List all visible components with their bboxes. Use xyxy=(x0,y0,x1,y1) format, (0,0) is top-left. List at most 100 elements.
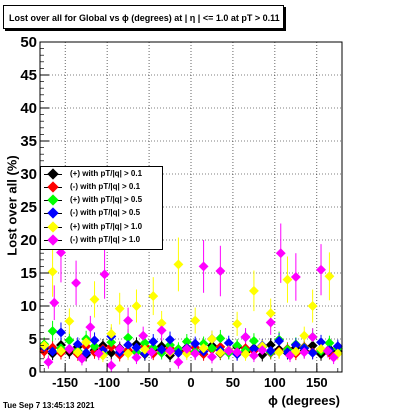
data-point xyxy=(207,334,217,344)
x-tick-label: -150 xyxy=(52,375,78,390)
data-point xyxy=(316,337,326,348)
legend-label: (-) with pT/|q| > 1.0 xyxy=(70,235,141,244)
x-tick-label: 150 xyxy=(306,375,328,390)
legend-entry: (+) with pT/|q| > 0.5 xyxy=(41,194,164,207)
data-point xyxy=(173,259,184,270)
data-point xyxy=(290,339,301,350)
data-point xyxy=(274,347,285,358)
data-point xyxy=(285,350,295,361)
legend-marker xyxy=(47,168,59,180)
y-tick-label: 10 xyxy=(20,298,37,315)
data-point xyxy=(47,266,58,277)
data-point xyxy=(123,332,134,343)
data-point xyxy=(257,345,268,356)
data-point xyxy=(240,332,251,342)
data-point xyxy=(265,345,276,356)
data-point xyxy=(328,352,339,363)
legend-marker xyxy=(47,221,59,233)
data-point xyxy=(307,301,318,311)
data-point xyxy=(89,335,100,346)
data-points xyxy=(39,247,343,371)
data-point xyxy=(165,339,175,350)
data-point xyxy=(123,339,134,350)
data-point xyxy=(190,315,201,326)
data-point xyxy=(43,357,54,368)
data-point xyxy=(181,336,192,347)
data-point xyxy=(248,285,259,296)
data-point xyxy=(316,264,326,275)
legend-entry: (-) with pT/|q| > 1.0 xyxy=(41,234,164,247)
data-point xyxy=(248,336,259,346)
y-axis-label: Lost over all (%) xyxy=(4,155,20,256)
data-point xyxy=(332,341,343,352)
data-point xyxy=(165,334,175,345)
data-point xyxy=(165,345,175,356)
legend-entry: (-) with pT/|q| > 0.5 xyxy=(41,207,164,220)
data-point xyxy=(307,340,318,351)
data-point xyxy=(85,322,96,333)
legend-label: (-) with pT/|q| > 0.5 xyxy=(70,208,141,217)
data-point xyxy=(139,338,150,348)
data-point xyxy=(207,343,217,354)
data-point xyxy=(248,350,259,361)
data-point xyxy=(106,360,117,371)
chart-title: Lost over all for Global vs ϕ (degrees) … xyxy=(9,13,280,23)
data-point xyxy=(275,248,286,259)
data-point xyxy=(215,266,226,276)
x-tick-label: -100 xyxy=(94,375,120,390)
data-point xyxy=(307,332,318,342)
data-point xyxy=(156,318,167,329)
data-point xyxy=(146,347,157,358)
data-point xyxy=(181,343,192,354)
data-point xyxy=(123,348,134,359)
data-point xyxy=(156,325,167,336)
data-point xyxy=(49,297,60,308)
legend-marker xyxy=(47,207,59,219)
data-point xyxy=(322,345,333,356)
legend-label: (+) with pT/|q| > 1.0 xyxy=(70,222,143,231)
y-tick-label: 30 xyxy=(20,166,37,183)
data-point xyxy=(324,271,335,282)
legend-marker xyxy=(47,234,59,246)
data-point xyxy=(198,343,209,354)
data-point xyxy=(64,335,75,346)
data-point xyxy=(232,318,243,329)
data-point xyxy=(299,330,310,341)
data-point xyxy=(114,303,125,314)
data-point xyxy=(156,344,167,355)
timestamp: Tue Sep 7 13:45:13 2021 xyxy=(3,401,95,410)
data-point xyxy=(248,343,259,354)
legend: (+) with pT/|q| > 0.1 (-) with pT/|q| > … xyxy=(40,166,163,250)
y-tick-label: 20 xyxy=(20,232,37,249)
data-point xyxy=(71,277,82,288)
y-tick-label: 5 xyxy=(29,331,37,348)
data-point xyxy=(148,291,159,302)
x-tick-label: 50 xyxy=(226,375,240,390)
legend-entry: (+) with pT/|q| > 1.0 xyxy=(41,221,164,234)
legend-label: (-) with pT/|q| > 0.1 xyxy=(70,182,141,191)
x-tick-label: 100 xyxy=(264,375,286,390)
data-point xyxy=(232,347,243,358)
data-point xyxy=(282,274,293,285)
data-point xyxy=(265,317,276,328)
data-point xyxy=(240,349,251,360)
data-point xyxy=(56,247,66,258)
legend-label: (+) with pT/|q| > 0.5 xyxy=(70,195,143,204)
data-point xyxy=(56,327,66,338)
legend-entry: (+) with pT/|q| > 0.1 xyxy=(41,168,164,181)
data-point xyxy=(131,342,142,353)
x-axis-label: ϕ (degrees) xyxy=(268,393,340,408)
data-point xyxy=(89,294,100,305)
data-point xyxy=(223,345,234,356)
data-point xyxy=(131,301,142,311)
data-point xyxy=(173,357,184,368)
data-point xyxy=(173,347,184,358)
data-point xyxy=(148,336,159,347)
legend-entry: (-) with pT/|q| > 0.1 xyxy=(41,181,164,194)
x-tick-label: -50 xyxy=(140,375,159,390)
legend-label: (+) with pT/|q| > 0.1 xyxy=(70,169,143,178)
chart-title-box: Lost over all for Global vs ϕ (degrees) … xyxy=(3,5,284,29)
axes: 0 5 10 15 20 25 30 35 40 45 50 -150 -100 -50 0 50 100 150 xyxy=(20,34,339,390)
data-point xyxy=(307,347,318,358)
